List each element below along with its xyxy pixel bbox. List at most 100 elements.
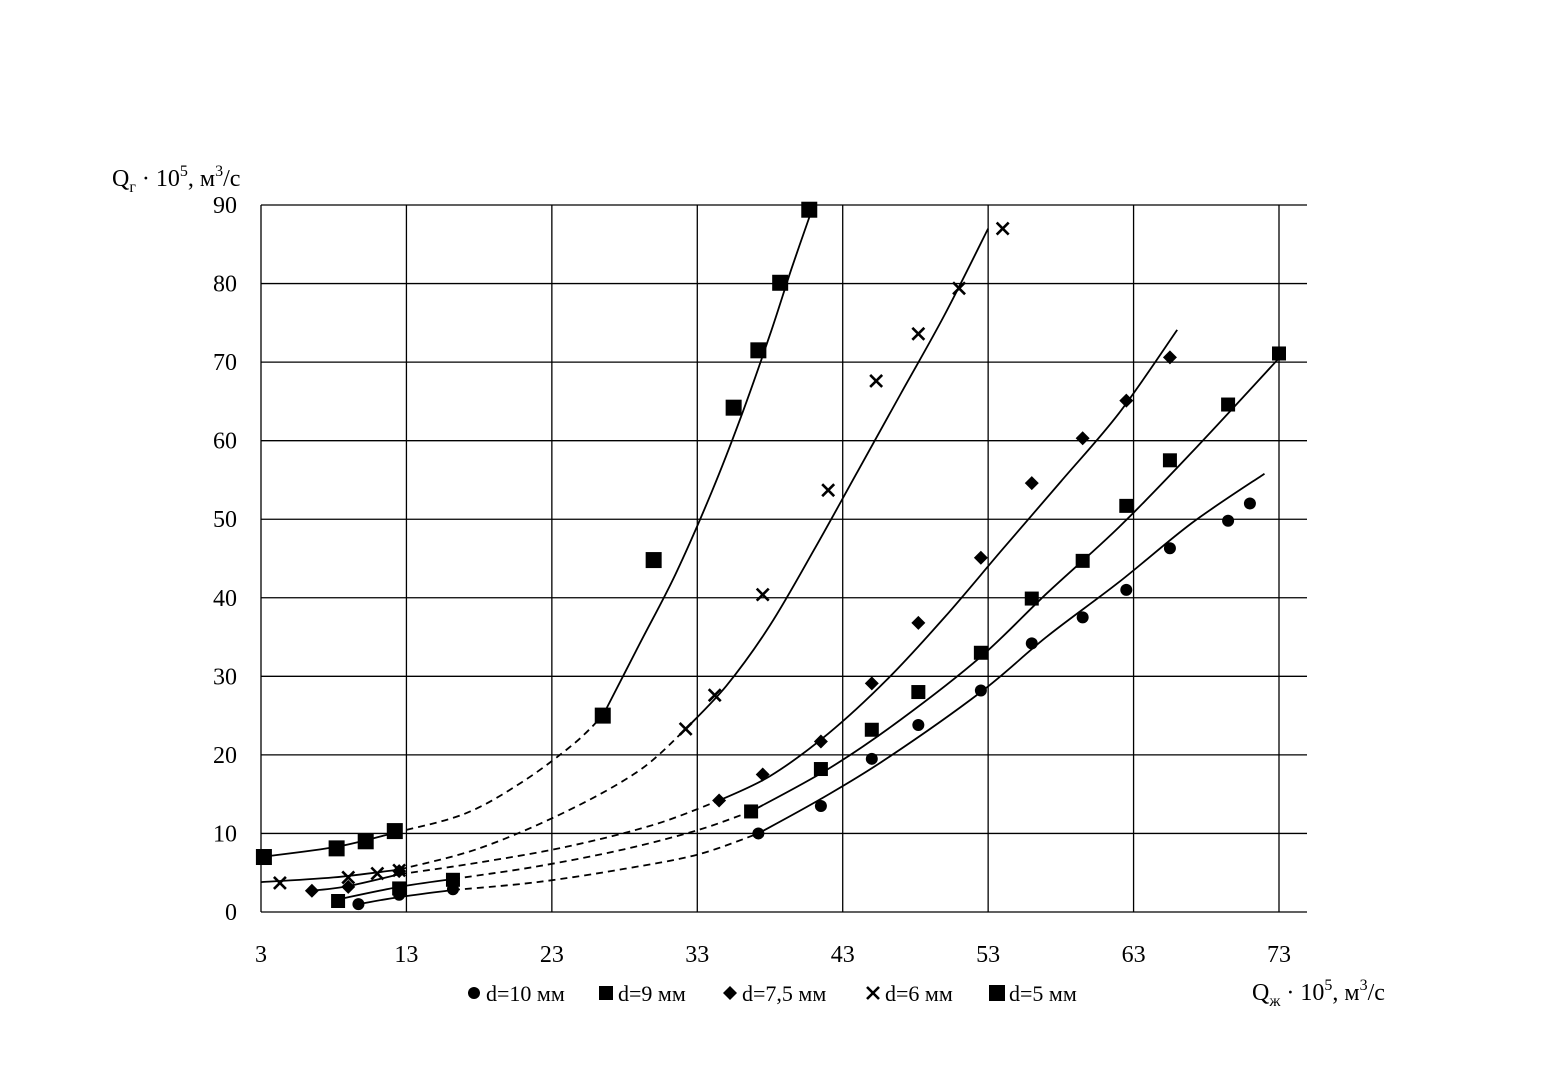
data-point (712, 793, 727, 808)
legend: d=10 мм d=9 мм d=7,5 мм d=6 мм d=5 мм (468, 981, 1077, 1006)
fit-curve-solid (685, 228, 989, 730)
y-tick-label: 0 (225, 900, 237, 926)
y-axis-title: Qг · 105, м3/с (112, 163, 240, 196)
data-point (1120, 583, 1133, 596)
data-point (725, 399, 742, 416)
fit-curve-dashed (452, 810, 752, 880)
legend-marker (599, 986, 613, 1000)
x-tick-label: 73 (1267, 942, 1291, 968)
legend-label: d=9 мм (618, 981, 686, 1006)
data-point (1162, 350, 1177, 365)
legend-label: d=5 мм (1009, 981, 1077, 1006)
data-point (864, 676, 879, 691)
data-point (357, 833, 374, 850)
x-axis-title: Qж · 105, м3/с (1252, 977, 1385, 1010)
data-point (1075, 431, 1090, 446)
y-tick-label: 90 (213, 193, 237, 219)
tick-labels: 0 10 20 30 40 50 60 70 80 90 3 13 23 33 43 53 63 73 (213, 193, 1291, 968)
data-point (865, 752, 878, 765)
x-tick-label: 13 (394, 942, 418, 968)
data-point (255, 849, 272, 866)
fit-curves (260, 204, 1280, 905)
x-tick-label: 63 (1122, 942, 1146, 968)
y-tick-label: 20 (213, 743, 237, 769)
data-point (1163, 542, 1176, 555)
data-point (304, 883, 319, 898)
legend-label: d=10 мм (486, 981, 565, 1006)
x-tick-label: 43 (831, 942, 855, 968)
data-point (392, 881, 407, 896)
fit-curve-dashed (394, 714, 604, 834)
legend-marker (723, 986, 737, 1000)
data-point (331, 894, 346, 909)
data-point (370, 866, 385, 881)
data-point (1024, 476, 1039, 491)
data-point (594, 707, 611, 724)
data-point (1119, 393, 1134, 408)
legend-marker (468, 987, 480, 999)
data-point (1024, 591, 1039, 606)
fit-curve-dashed (452, 832, 759, 891)
data-point (750, 342, 767, 359)
fit-curve-solid (757, 472, 1266, 835)
data-point (864, 722, 879, 737)
data-point (755, 587, 770, 602)
data-point (1272, 346, 1286, 361)
y-tick-label: 50 (213, 507, 237, 533)
data-point (752, 827, 765, 840)
data-point (386, 823, 403, 840)
data-point (911, 615, 926, 630)
fit-curve-dashed (399, 799, 720, 876)
data-point (1075, 553, 1090, 568)
data-point (744, 804, 759, 819)
data-point (813, 762, 828, 777)
data-point (1119, 498, 1134, 513)
fit-curve-solid (718, 329, 1178, 802)
data-point (392, 863, 407, 878)
fit-curve-solid (601, 204, 815, 717)
y-tick-label: 40 (213, 586, 237, 612)
data-point (912, 719, 925, 732)
y-tick-label: 10 (213, 821, 237, 847)
data-point (973, 550, 988, 565)
data-point (974, 684, 987, 697)
y-tick-label: 60 (213, 429, 237, 455)
y-tick-label: 30 (213, 664, 237, 690)
y-tick-label: 80 (213, 272, 237, 298)
data-point (707, 688, 722, 703)
data-point (445, 872, 460, 887)
data-point (1025, 637, 1038, 650)
fit-curve-solid (311, 873, 400, 892)
data-point (678, 722, 693, 736)
fit-curve-solid (260, 831, 396, 858)
data-point (645, 552, 662, 569)
data-point (772, 274, 789, 291)
data-point (911, 326, 926, 341)
x-tick-label: 33 (685, 942, 709, 968)
data-point (1222, 514, 1235, 527)
y-tick-label: 70 (213, 350, 237, 376)
legend-label: d=6 мм (885, 981, 953, 1006)
data-point (911, 685, 926, 700)
legend-label: d=7,5 мм (742, 981, 826, 1006)
data-point (341, 879, 356, 894)
x-tick-label: 53 (976, 942, 1000, 968)
data-point (341, 870, 356, 885)
data-point (1243, 497, 1256, 510)
data-point (801, 201, 818, 218)
grid (260, 204, 1307, 913)
data-point (821, 483, 836, 498)
data-point (973, 645, 988, 660)
data-point (952, 281, 966, 296)
fit-curve-dashed (398, 728, 687, 871)
data-point (869, 374, 884, 388)
data-point (1162, 453, 1177, 468)
data-point (352, 898, 365, 911)
data-point (755, 767, 770, 782)
x-tick-label: 23 (540, 942, 564, 968)
x-tick-label: 3 (255, 942, 267, 968)
data-point (328, 840, 345, 857)
data-point (1221, 397, 1236, 412)
